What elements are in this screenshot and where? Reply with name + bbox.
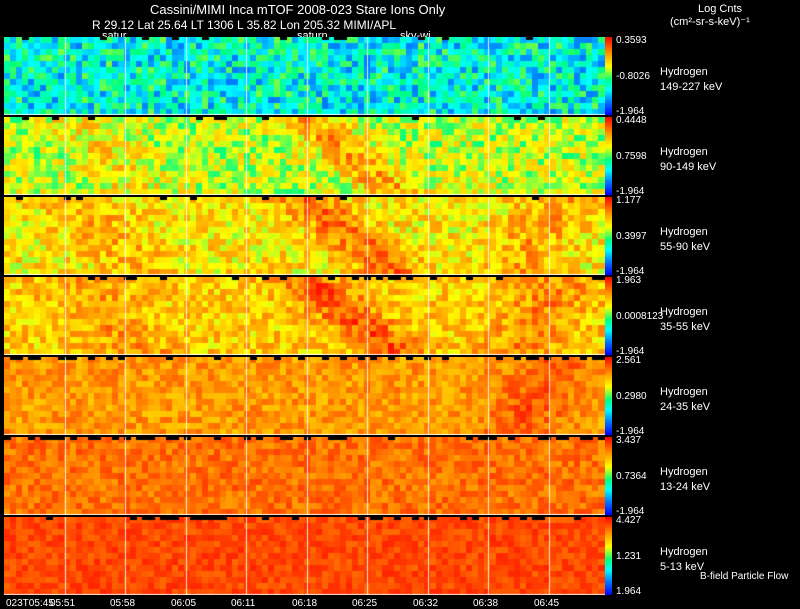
- colorbar-min-label: 1.964: [616, 586, 642, 597]
- colorbar: [605, 197, 612, 275]
- colorbar-max-label: 1.963: [616, 275, 642, 286]
- species-label: Hydrogen: [660, 146, 708, 158]
- x-tick-label: 05:58: [110, 598, 136, 609]
- energy-label: 13-24 keV: [660, 481, 711, 493]
- colorbar-min-label: -1.964: [616, 106, 645, 117]
- x-tick-label: 06:45: [534, 598, 560, 609]
- energy-label: 24-35 keV: [660, 401, 711, 413]
- panel-55-90-keV: [4, 197, 605, 275]
- species-label: Hydrogen: [660, 66, 708, 78]
- heatmap-canvas: [4, 197, 605, 275]
- x-tick-label: 06:11: [231, 598, 256, 609]
- energy-label: 35-55 keV: [660, 321, 711, 333]
- panel-24-35-keV: [4, 357, 605, 435]
- x-tick-label: 06:38: [473, 598, 499, 609]
- panel-13-24-keV: [4, 437, 605, 515]
- colorbar: [605, 117, 612, 195]
- x-tick-label: 023T05:45: [6, 598, 54, 609]
- species-label: Hydrogen: [660, 466, 708, 478]
- colorbar-max-label: 0.4448: [616, 115, 647, 126]
- heatmap-canvas: [4, 357, 605, 435]
- colorbar: [605, 357, 612, 435]
- colorbar-mid-label: 0.7364: [616, 471, 647, 482]
- panel-5-13-keV: [4, 517, 605, 595]
- energy-label: 149-227 keV: [660, 81, 723, 93]
- x-tick-label: 06:32: [413, 598, 439, 609]
- footer-note: B-field Particle Flow: [700, 571, 789, 582]
- colorbar: [605, 517, 612, 595]
- colorbar: [605, 277, 612, 355]
- energy-label: 55-90 keV: [660, 241, 711, 253]
- x-tick-label: 06:25: [352, 598, 378, 609]
- colorbar: [605, 437, 612, 515]
- colorbar-min-label: -1.964: [616, 266, 645, 277]
- units-label: Log Cnts: [698, 3, 743, 15]
- colorbar-mid-label: 0.7598: [616, 151, 647, 162]
- energy-label: 5-13 keV: [660, 561, 705, 573]
- colorbar-max-label: 1.177: [616, 195, 642, 206]
- colorbar: [605, 37, 612, 115]
- chart-title: Cassini/MIMI Inca mTOF 2008-023 Stare Io…: [150, 2, 446, 17]
- species-label: Hydrogen: [660, 546, 708, 558]
- heatmap-canvas: [4, 437, 605, 515]
- species-label: Hydrogen: [660, 306, 708, 318]
- colorbar-mid-label: 0.2980: [616, 391, 647, 402]
- colorbar-mid-label: 1.231: [616, 551, 642, 562]
- panel-149-227-keV: [4, 37, 605, 115]
- x-tick-label: 05:51: [50, 598, 76, 609]
- panel-35-55-keV: [4, 277, 605, 355]
- units-expression: (cm²-sr-s-keV)⁻¹: [670, 16, 750, 28]
- heatmap-canvas: [4, 117, 605, 195]
- colorbar-max-label: 0.3593: [616, 35, 647, 46]
- x-tick-label: 06:05: [171, 598, 197, 609]
- colorbar-min-label: -1.964: [616, 186, 645, 197]
- panel-90-149-keV: [4, 117, 605, 195]
- species-label: Hydrogen: [660, 226, 708, 238]
- colorbar-mid-label: 0.0008123: [616, 311, 664, 322]
- orbit-info: R 29.12 Lat 25.64 LT 1306 L 35.82 Lon 20…: [92, 18, 396, 32]
- species-label: Hydrogen: [660, 386, 708, 398]
- x-tick-label: 06:18: [292, 598, 318, 609]
- colorbar-min-label: -1.964: [616, 506, 645, 517]
- heatmap-canvas: [4, 37, 605, 115]
- energy-label: 90-149 keV: [660, 161, 717, 173]
- colorbar-max-label: 2.561: [616, 355, 642, 366]
- colorbar-mid-label: 0.3997: [616, 231, 647, 242]
- heatmap-canvas: [4, 517, 605, 595]
- colorbar-max-label: 3.437: [616, 435, 642, 446]
- colorbar-max-label: 4.427: [616, 515, 642, 526]
- colorbar-mid-label: -0.8026: [616, 71, 650, 82]
- colorbar-min-label: -1.964: [616, 346, 645, 357]
- colorbar-min-label: -1.964: [616, 426, 645, 437]
- heatmap-canvas: [4, 277, 605, 355]
